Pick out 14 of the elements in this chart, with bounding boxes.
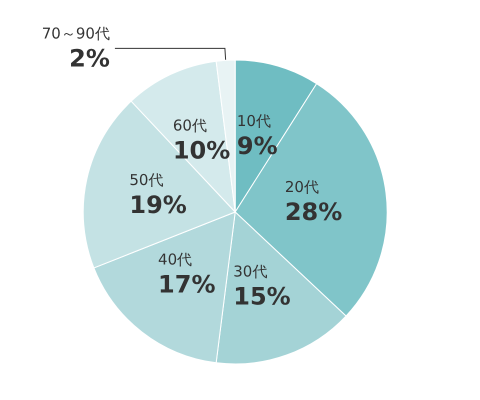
data-label: 15% xyxy=(233,282,291,310)
data-label: 10% xyxy=(172,136,230,165)
slice-label: 70～90代 xyxy=(42,24,110,42)
data-label: 28% xyxy=(284,198,342,226)
data-label: 2% xyxy=(69,44,110,72)
slice-label: 50代 xyxy=(129,170,164,189)
slice-label: 30代 xyxy=(233,262,268,280)
slice-label: 20代 xyxy=(284,178,319,196)
slice-label: 40代 xyxy=(158,250,192,268)
data-label: 19% xyxy=(129,190,187,219)
slice-label: 10代 xyxy=(236,112,271,130)
data-label: 17% xyxy=(158,270,216,298)
data-label: 9% xyxy=(236,132,278,160)
slice-label: 60代 xyxy=(172,116,207,135)
